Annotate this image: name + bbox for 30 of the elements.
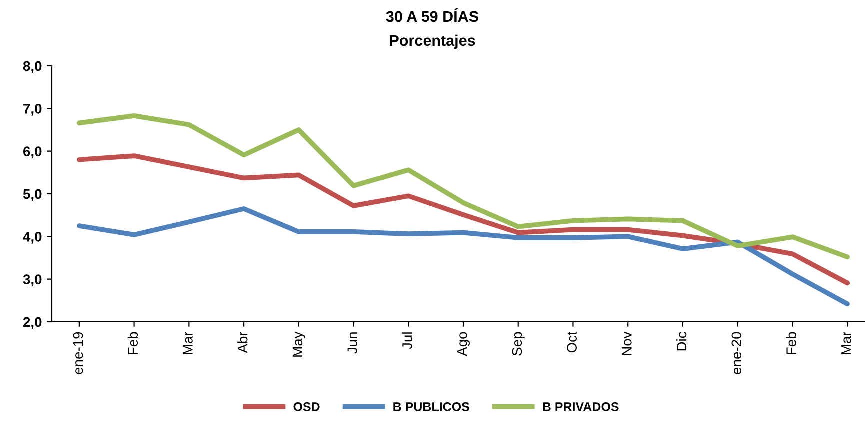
y-tick-label: 4,0 (23, 232, 42, 244)
y-tick-label: 5,0 (23, 189, 42, 202)
x-tick-label: ene-19 (73, 332, 84, 374)
line-series (77, 154, 850, 286)
y-tick-label: 2,0 (23, 317, 42, 330)
y-tick-label: 8,0 (23, 61, 42, 74)
x-tick-label: Ago (458, 332, 470, 356)
x-tick-label: Dic (676, 332, 687, 351)
x-tick-label: ene-20 (732, 332, 742, 374)
x-tick-label: Oct (567, 332, 577, 353)
x-tick-label: Sep (512, 332, 525, 356)
chart-subtitle: Porcentajes (390, 34, 476, 50)
legend-label: B PRIVADOS (543, 402, 619, 412)
y-tick-label: 6,0 (23, 146, 42, 159)
legend-label: B PUBLICOS (394, 402, 470, 412)
line-series (77, 206, 850, 307)
x-tick-label: Mar (183, 332, 193, 354)
x-tick-label: May (292, 332, 306, 357)
y-tick-label: 3,0 (23, 274, 42, 287)
x-tick-label: Jul (402, 332, 412, 350)
x-tick-label: Nov (622, 332, 632, 356)
x-tick-label: Feb (128, 332, 138, 355)
x-tick-label: Feb (786, 332, 796, 355)
chart-title: 30 A 59 DÍAS (386, 8, 478, 22)
y-tick-label: 7,0 (24, 104, 42, 116)
line-series (77, 113, 850, 260)
x-tick-label: Mar (842, 332, 852, 354)
x-tick-label: Jun (348, 332, 358, 354)
x-tick-label: Abr (238, 332, 248, 354)
legend-label: OSD (294, 402, 320, 412)
